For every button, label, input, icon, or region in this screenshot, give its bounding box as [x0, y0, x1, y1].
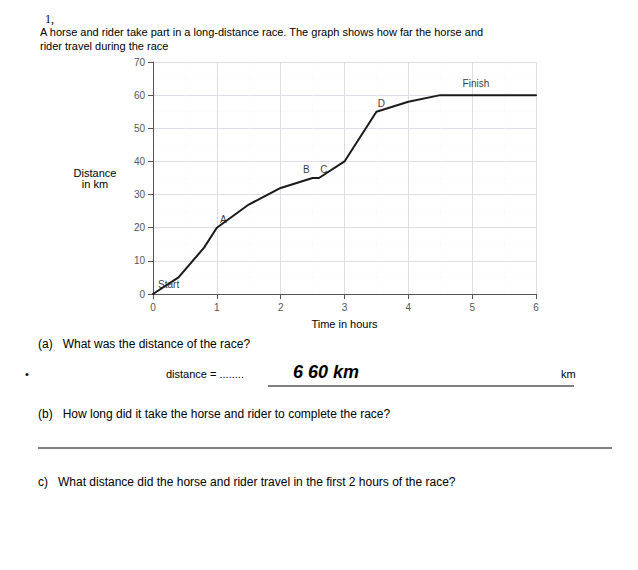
- svg-text:C: C: [320, 164, 328, 176]
- svg-text:•: •: [25, 368, 29, 380]
- svg-text:1,: 1,: [45, 12, 54, 26]
- svg-text:4: 4: [406, 302, 412, 313]
- svg-text:0: 0: [150, 302, 156, 313]
- svg-text:Start: Start: [158, 278, 180, 290]
- svg-text:(a) What was the distance of: (a) What was the distance of the race?: [38, 337, 250, 351]
- svg-text:60: 60: [134, 90, 146, 101]
- svg-text:B: B: [303, 164, 310, 175]
- svg-text:D: D: [378, 98, 385, 109]
- svg-text:1: 1: [214, 302, 220, 313]
- svg-text:50: 50: [134, 123, 146, 134]
- svg-text:Time in hours: Time in hours: [311, 318, 378, 330]
- svg-text:5: 5: [469, 302, 475, 313]
- svg-text:rider travel during the race: rider travel during the race: [40, 40, 168, 52]
- svg-text:c) What distance did the hor: c) What distance did the horse and rider…: [38, 475, 456, 489]
- svg-text:A: A: [220, 213, 227, 225]
- svg-text:distance = ........: distance = ........: [166, 368, 244, 380]
- svg-text:Distance: Distance: [73, 166, 117, 179]
- svg-text:Finish: Finish: [463, 78, 490, 89]
- svg-text:10: 10: [134, 255, 146, 266]
- svg-text:A horse and rider take part in: A horse and rider take part in a long-di…: [40, 26, 483, 38]
- svg-text:km: km: [561, 368, 576, 380]
- svg-text:2: 2: [278, 302, 284, 313]
- svg-text:40: 40: [134, 156, 146, 167]
- svg-text:3: 3: [342, 302, 348, 313]
- svg-text:0: 0: [139, 289, 145, 300]
- svg-text:30: 30: [134, 189, 146, 200]
- svg-text:6: 6: [533, 302, 539, 313]
- svg-text:in km: in km: [82, 178, 108, 190]
- svg-text:20: 20: [134, 222, 146, 233]
- svg-text:70: 70: [134, 57, 146, 68]
- svg-text:6 60 km: 6 60 km: [293, 362, 359, 382]
- svg-text:(b) How long did it take the: (b) How long did it take the horse and r…: [38, 407, 391, 421]
